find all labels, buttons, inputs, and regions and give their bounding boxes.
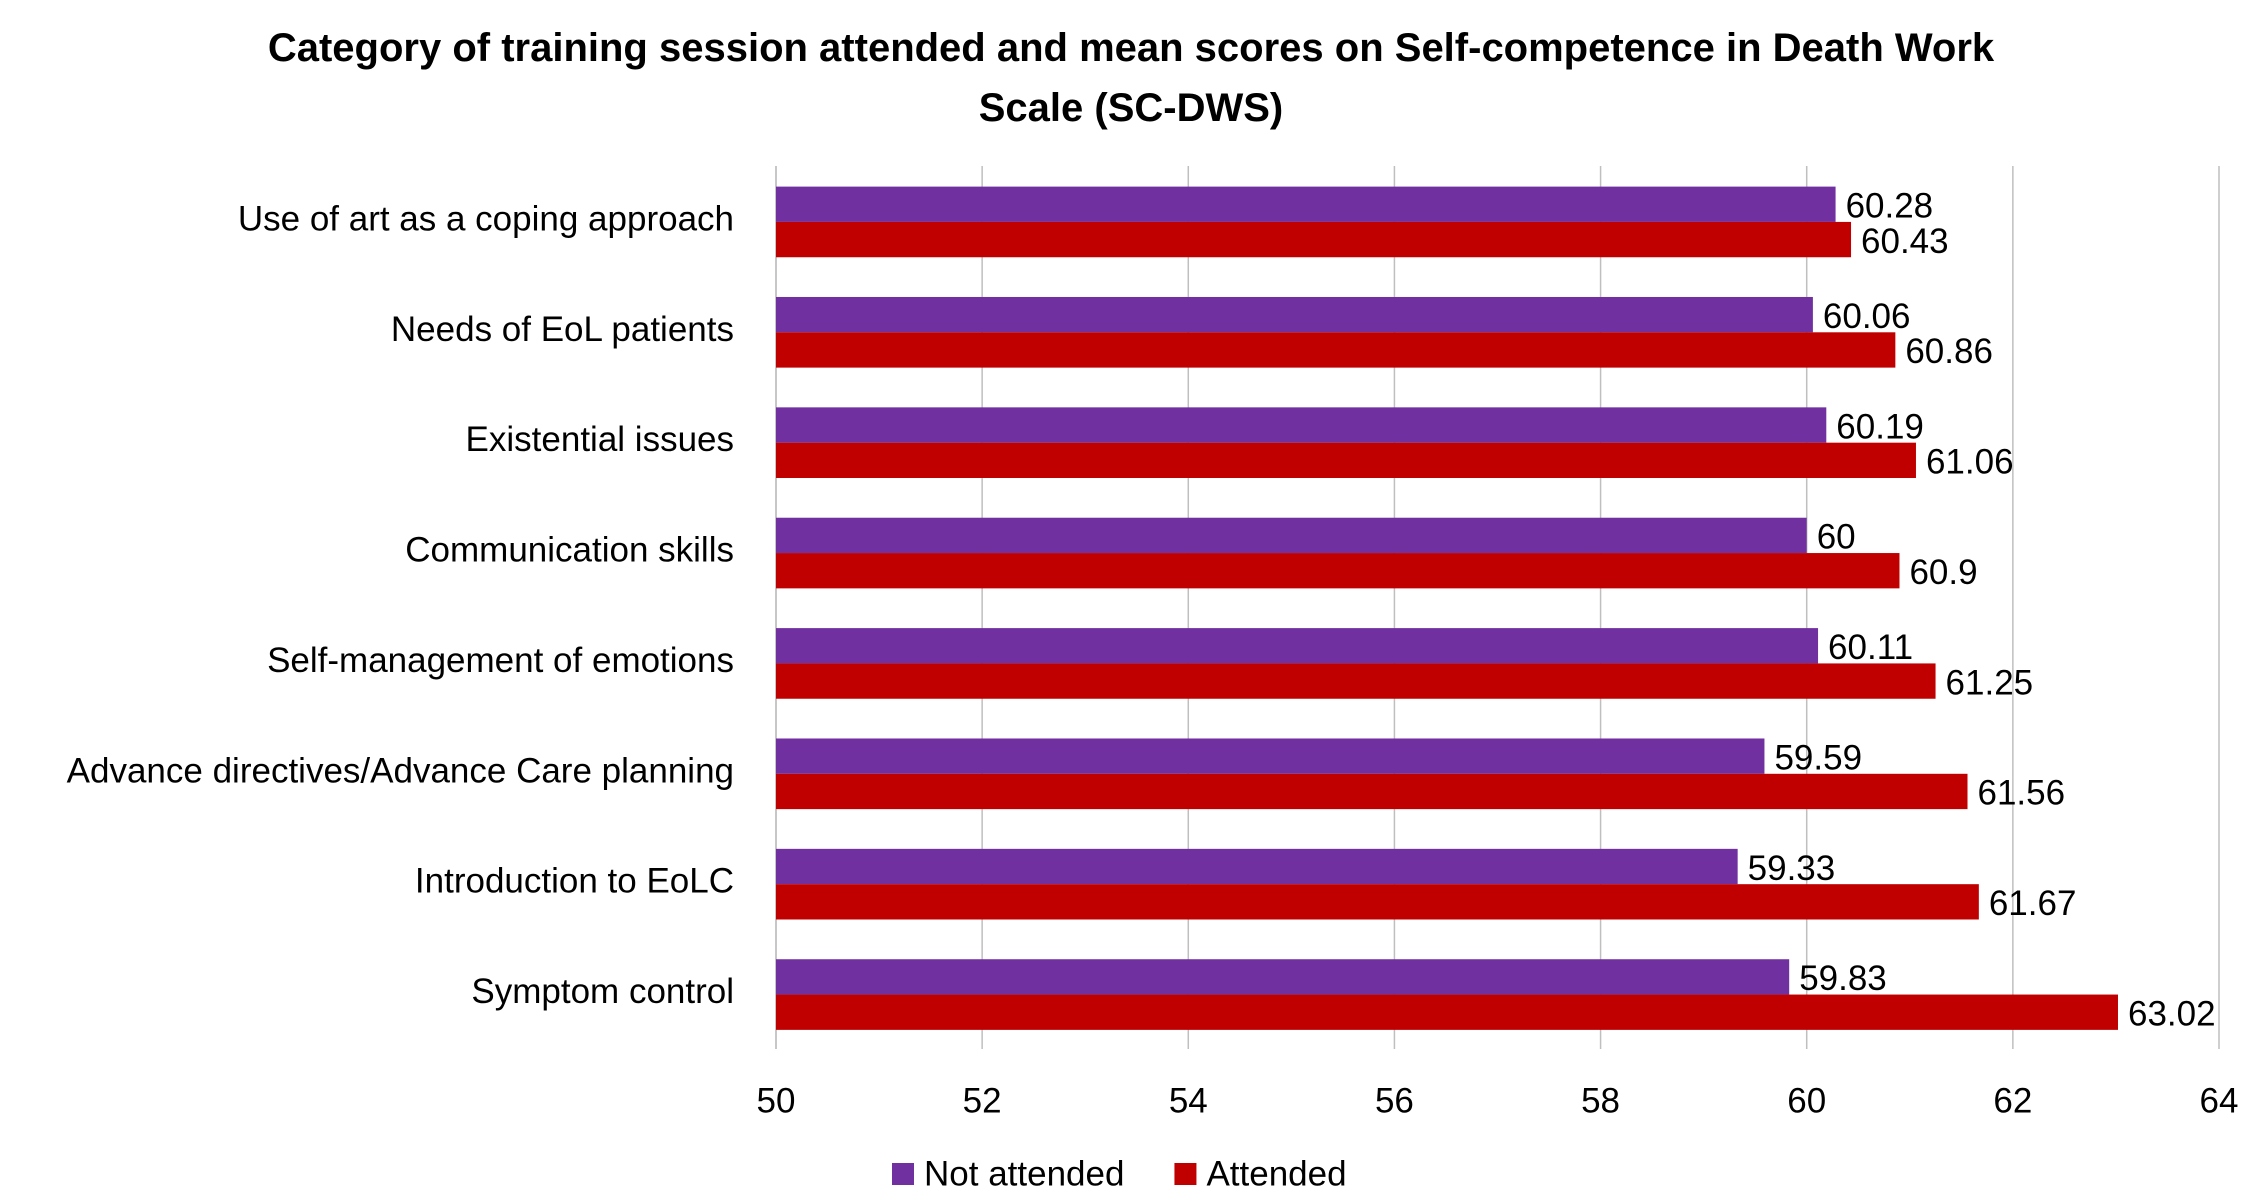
bar xyxy=(776,628,1819,664)
legend-label: Attended xyxy=(1206,1154,1346,1193)
value-label: 59.83 xyxy=(1799,959,1887,998)
legend-swatch xyxy=(892,1163,914,1185)
value-label: 60.19 xyxy=(1836,407,1924,446)
x-tick-label: 54 xyxy=(1169,1081,1208,1120)
bar xyxy=(776,517,1807,554)
bar xyxy=(776,884,1979,920)
y-tick-label: Symptom control xyxy=(471,972,734,1011)
y-tick-label: Introduction to EoLC xyxy=(415,862,734,901)
bar xyxy=(776,442,1916,478)
y-tick-label: Needs of EoL patients xyxy=(391,310,734,349)
y-tick-label: Use of art as a coping approach xyxy=(238,199,734,238)
x-tick-label: 52 xyxy=(963,1081,1002,1120)
chart-title: Category of training session attended an… xyxy=(267,26,1995,130)
value-label: 63.02 xyxy=(2128,994,2216,1033)
value-label: 61.67 xyxy=(1989,884,2077,923)
bar xyxy=(776,221,1852,258)
bar xyxy=(776,663,1936,699)
bar xyxy=(776,959,1790,995)
value-label: 60.9 xyxy=(1909,553,1977,592)
bar xyxy=(776,773,1968,810)
legend-label: Not attended xyxy=(924,1154,1124,1193)
x-tick-label: 62 xyxy=(1993,1081,2032,1120)
value-label: 59.59 xyxy=(1774,738,1862,777)
value-label: 59.33 xyxy=(1748,849,1836,888)
bar xyxy=(776,994,2118,1030)
value-label: 60 xyxy=(1817,518,1856,557)
x-tick-label: 50 xyxy=(757,1081,796,1120)
bar xyxy=(776,296,1813,333)
value-label: 60.43 xyxy=(1861,222,1949,261)
bar xyxy=(776,848,1738,885)
value-label: 60.28 xyxy=(1846,187,1934,226)
y-tick-label: Existential issues xyxy=(466,420,734,459)
bar xyxy=(776,407,1827,443)
bar xyxy=(776,186,1836,222)
value-label: 61.25 xyxy=(1946,663,2034,702)
x-tick-label: 58 xyxy=(1581,1081,1620,1120)
bar xyxy=(776,553,1900,589)
x-tick-label: 56 xyxy=(1375,1081,1414,1120)
value-label: 60.86 xyxy=(1905,332,1993,371)
bar xyxy=(776,332,1896,368)
value-label: 60.11 xyxy=(1828,628,1913,667)
x-tick-label: 60 xyxy=(1787,1081,1826,1120)
value-label: 60.06 xyxy=(1823,297,1911,336)
legend-swatch xyxy=(1174,1163,1197,1185)
x-tick-label: 64 xyxy=(2200,1081,2239,1120)
value-label: 61.06 xyxy=(1926,443,2014,482)
y-tick-label: Communication skills xyxy=(405,531,734,570)
y-tick-label: Self-management of emotions xyxy=(267,641,734,680)
y-tick-label: Advance directives/Advance Care planning xyxy=(67,751,734,790)
value-label: 61.56 xyxy=(1978,774,2066,813)
bar xyxy=(776,738,1765,774)
